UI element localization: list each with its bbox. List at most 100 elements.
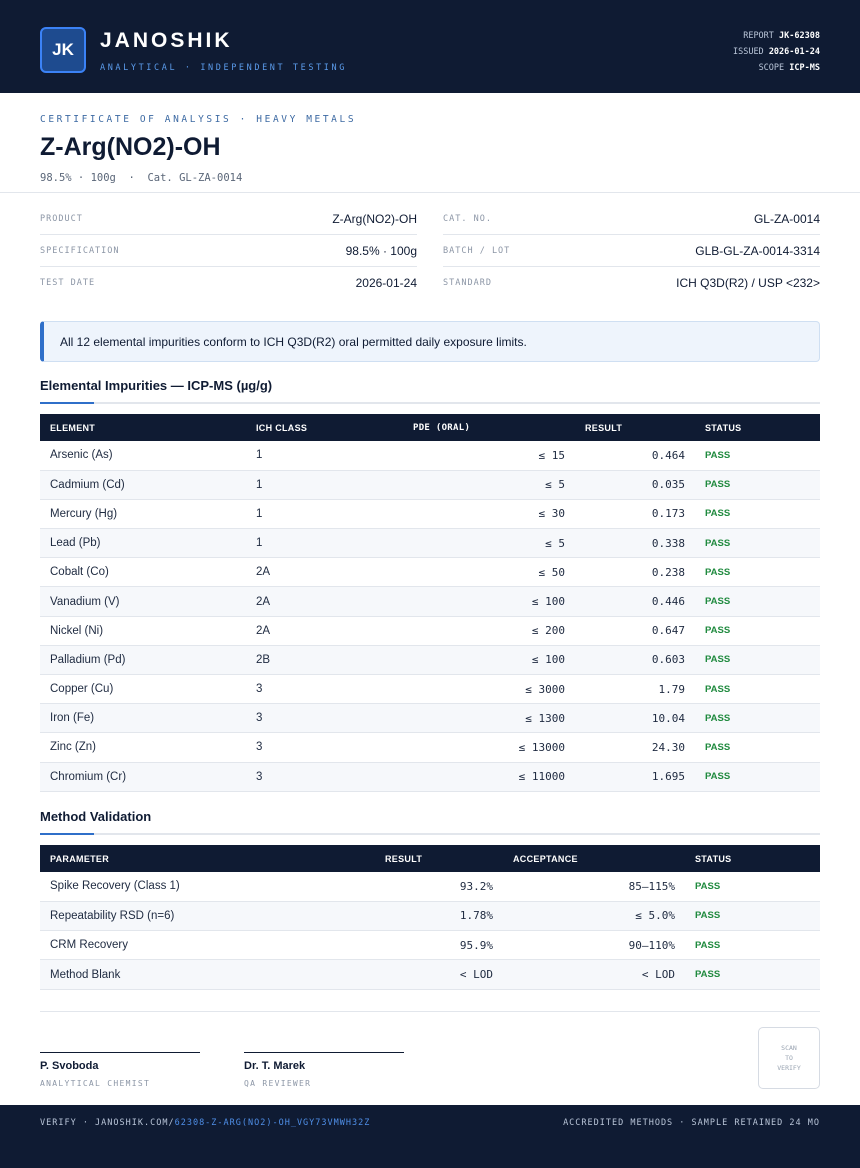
issued-date: 2026-01-24 <box>768 47 820 57</box>
notice-text: All 12 elemental impurities conform to I… <box>60 334 527 349</box>
element-name: Chromium (Cr) <box>40 762 246 792</box>
signature-line <box>40 1052 200 1053</box>
result-value: 1.78% <box>375 901 503 932</box>
acceptance-range: ≤ 5.0% <box>503 901 685 932</box>
result-value: 95.9% <box>375 930 503 961</box>
pde-limit: ≤ 30 <box>403 499 575 530</box>
element-name: Lead (Pb) <box>40 528 246 559</box>
impurities-table: ELEMENT ICH CLASS PDE (ORAL) RESULT STAT… <box>40 414 820 792</box>
col-result: RESULT <box>585 422 623 433</box>
status-badge: PASS <box>695 470 820 500</box>
parameter-name: Repeatability RSD (n=6) <box>40 901 375 932</box>
status-badge: PASS <box>695 703 820 734</box>
result-value: 0.464 <box>575 441 695 471</box>
result-value: 0.238 <box>575 557 695 588</box>
product-subline: 98.5% · 100g · Cat. GL-ZA-0014 <box>40 172 243 184</box>
table-row: Nickel (Ni) 2A ≤ 200 0.647 PASS <box>40 616 820 646</box>
result-value: 0.173 <box>575 499 695 530</box>
scan-to-verify-qr[interactable]: SCAN TO VERIFY <box>758 1027 820 1089</box>
status-badge: PASS <box>695 645 820 676</box>
pde-limit: ≤ 1300 <box>403 703 575 734</box>
ich-class: 1 <box>246 441 403 471</box>
status-badge: PASS <box>695 557 820 588</box>
col-status: STATUS <box>705 422 742 433</box>
ich-class: 1 <box>246 470 403 500</box>
col-acceptance: ACCEPTANCE <box>513 853 578 864</box>
parameter-name: Method Blank <box>40 959 375 990</box>
report-label: REPORT <box>743 31 774 41</box>
divider <box>0 192 860 193</box>
logo: JK <box>40 27 86 73</box>
table-row: Spike Recovery (Class 1) 93.2% 85–115% PASS <box>40 872 820 902</box>
report-header: JK JANOSHIK ANALYTICAL · INDEPENDENT TES… <box>0 0 860 93</box>
divider <box>40 1011 820 1012</box>
info-row-standard: STANDARD ICH Q3D(R2) / USP <232> <box>443 267 820 299</box>
status-badge: PASS <box>685 901 820 932</box>
info-grid-left: PRODUCT Z-Arg(NO2)-OH SPECIFICATION 98.5… <box>40 203 417 299</box>
report-footer: VERIFY · JANOSHIK.COM/62308-Z-ARG(NO2)-O… <box>0 1105 860 1168</box>
acceptance-range: 90–110% <box>503 930 685 961</box>
table-row: Lead (Pb) 1 ≤ 5 0.338 PASS <box>40 528 820 559</box>
status-badge: PASS <box>695 586 820 617</box>
acceptance-range: 85–115% <box>503 872 685 902</box>
section-rule <box>40 402 820 404</box>
ich-class: 3 <box>246 674 403 705</box>
table-row: Cobalt (Co) 2A ≤ 50 0.238 PASS <box>40 557 820 588</box>
result-value: 0.446 <box>575 586 695 617</box>
element-name: Iron (Fe) <box>40 703 246 734</box>
status-badge: PASS <box>695 528 820 559</box>
footer-note: ACCREDITED METHODS · SAMPLE RETAINED 24 … <box>563 1118 820 1128</box>
info-grid-right: CAT. NO. GL-ZA-0014 BATCH / LOT GLB-GL-Z… <box>443 203 820 299</box>
info-value: Z-Arg(NO2)-OH <box>332 211 417 226</box>
col-result: RESULT <box>385 853 423 864</box>
ich-class: 1 <box>246 528 403 559</box>
brand-name: JANOSHIK <box>100 29 233 52</box>
table-row: Zinc (Zn) 3 ≤ 13000 24.30 PASS <box>40 732 820 763</box>
ich-class: 2A <box>246 557 403 588</box>
status-badge: PASS <box>695 762 820 792</box>
signature-block-reviewer: Dr. T. Marek QA REVIEWER <box>244 1052 404 1088</box>
info-key: PRODUCT <box>40 213 83 224</box>
table-row: Repeatability RSD (n=6) 1.78% ≤ 5.0% PASS <box>40 901 820 932</box>
scan-text: TO <box>785 1054 793 1062</box>
status-badge: PASS <box>695 499 820 530</box>
element-name: Palladium (Pd) <box>40 645 246 676</box>
table-row: Mercury (Hg) 1 ≤ 30 0.173 PASS <box>40 499 820 530</box>
verify-link[interactable]: 62308-Z-ARG(NO2)-OH_VGY73VMWH32Z <box>174 1118 371 1128</box>
page-title: Z-Arg(NO2)-OH <box>40 133 221 161</box>
scan-text: VERIFY <box>777 1064 801 1072</box>
table-row: Palladium (Pd) 2B ≤ 100 0.603 PASS <box>40 645 820 676</box>
info-row-product: PRODUCT Z-Arg(NO2)-OH <box>40 203 417 235</box>
section-rule <box>40 833 820 835</box>
table-row: Method Blank < LOD < LOD PASS <box>40 959 820 990</box>
element-name: Cadmium (Cd) <box>40 470 246 500</box>
result-value: 0.338 <box>575 528 695 559</box>
info-row-cat-no: CAT. NO. GL-ZA-0014 <box>443 203 820 235</box>
table-row: Cadmium (Cd) 1 ≤ 5 0.035 PASS <box>40 470 820 500</box>
parameter-name: CRM Recovery <box>40 930 375 961</box>
certificate-label: CERTIFICATE OF ANALYSIS · HEAVY METALS <box>40 114 357 125</box>
result-value: 1.79 <box>575 674 695 705</box>
ich-class: 3 <box>246 732 403 763</box>
result-value: 0.035 <box>575 470 695 500</box>
ich-class: 1 <box>246 499 403 530</box>
status-badge: PASS <box>695 674 820 705</box>
validation-table: PARAMETER RESULT ACCEPTANCE STATUS Spike… <box>40 845 820 990</box>
status-badge: PASS <box>695 616 820 646</box>
table-row: CRM Recovery 95.9% 90–110% PASS <box>40 930 820 961</box>
ich-class: 3 <box>246 762 403 792</box>
info-key: STANDARD <box>443 278 492 288</box>
pde-limit: ≤ 11000 <box>403 762 575 792</box>
signatory-role: QA REVIEWER <box>244 1079 312 1088</box>
report-meta: REPORT JK-62308 ISSUED 2026-01-24 SCOPE … <box>733 28 820 76</box>
element-name: Nickel (Ni) <box>40 616 246 646</box>
section-accent <box>40 402 94 404</box>
scope-line: SCOPE ICP-MS <box>733 60 820 76</box>
pde-limit: ≤ 15 <box>403 441 575 471</box>
col-ich-class: ICH CLASS <box>256 422 308 433</box>
signature-block-chemist: P. Svoboda ANALYTICAL CHEMIST <box>40 1052 200 1088</box>
ich-class: 2A <box>246 616 403 646</box>
table-header-row: PARAMETER RESULT ACCEPTANCE STATUS <box>40 845 820 872</box>
result-value: 10.04 <box>575 703 695 734</box>
table-header-row: ELEMENT ICH CLASS PDE (ORAL) RESULT STAT… <box>40 414 820 441</box>
